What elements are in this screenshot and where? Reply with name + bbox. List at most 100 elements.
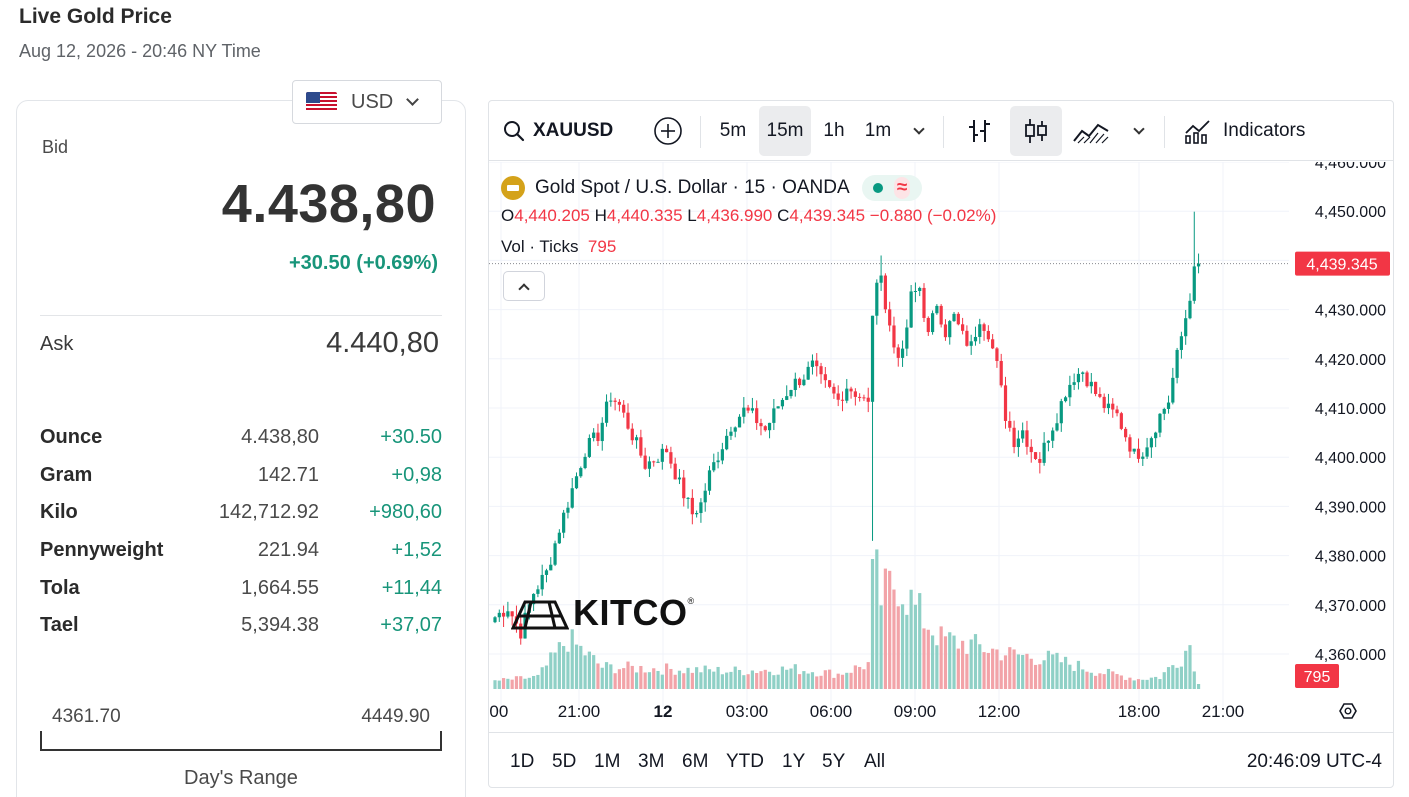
- collapse-legend-button[interactable]: [503, 271, 545, 301]
- compare-button[interactable]: [651, 101, 685, 161]
- volume-bar: [772, 675, 776, 689]
- volume-bar: [604, 662, 609, 689]
- price-tick-label: 4,410.000: [1315, 401, 1386, 418]
- market-status-pill[interactable]: ≈: [861, 175, 922, 201]
- interval-15m[interactable]: 15m: [759, 106, 811, 156]
- range-6m[interactable]: 6M: [682, 751, 709, 772]
- volume-bar: [1136, 679, 1141, 689]
- symbol-search[interactable]: XAUUSD: [503, 101, 613, 161]
- candle-body: [862, 397, 866, 399]
- candle-body: [695, 513, 699, 515]
- candles-button[interactable]: [1010, 106, 1062, 156]
- candle-body: [725, 435, 729, 450]
- candle-body: [639, 437, 643, 456]
- bar-chart-button[interactable]: [963, 101, 997, 161]
- candle-body: [883, 275, 887, 310]
- range-5y[interactable]: 5Y: [822, 751, 846, 772]
- volume-bar: [497, 680, 501, 689]
- gold-coin-icon: [501, 176, 525, 200]
- candle-body: [682, 477, 686, 499]
- ohlc-open: 4,440.205: [514, 206, 590, 225]
- currency-label: USD: [351, 90, 394, 113]
- range-5d[interactable]: 5D: [552, 751, 577, 772]
- chart-clock[interactable]: 20:46:09 UTC-4: [1246, 751, 1382, 772]
- unit-name: Tola: [40, 576, 80, 599]
- volume-bar: [1051, 654, 1055, 689]
- volume-bar: [1029, 658, 1033, 689]
- candle-body: [544, 570, 549, 575]
- candlestick-icon: [1025, 119, 1047, 143]
- unit-price-table: Ounce 4.438,80 +30.50 Gram 142.71 +0,98 …: [40, 420, 442, 646]
- candle-body: [797, 378, 802, 386]
- candle-body: [1158, 413, 1162, 433]
- candle-body: [600, 422, 604, 442]
- range-3m[interactable]: 3M: [638, 751, 665, 772]
- volume-bar: [1072, 670, 1076, 689]
- ask-label: Ask: [40, 333, 74, 355]
- chart-type-dropdown[interactable]: [1127, 101, 1151, 161]
- volume-bar: [836, 673, 840, 689]
- interval-dropdown[interactable]: [907, 101, 931, 161]
- candle-body: [785, 396, 789, 400]
- area-chart-button[interactable]: [1071, 101, 1111, 161]
- volume-bar: [1098, 673, 1102, 689]
- candle-body: [583, 456, 587, 469]
- candle-body: [969, 341, 973, 346]
- volume-bar: [1055, 652, 1059, 689]
- candle-body: [677, 477, 682, 480]
- interval-1m[interactable]: 1m: [864, 120, 892, 141]
- toolbar-divider: [943, 116, 944, 148]
- volume-bar: [858, 666, 862, 689]
- volume-bar: [802, 671, 806, 689]
- candle-body: [1012, 427, 1016, 448]
- range-1m[interactable]: 1M: [594, 751, 621, 772]
- indicators-button[interactable]: Indicators: [1183, 101, 1305, 161]
- range-1y[interactable]: 1Y: [782, 751, 806, 772]
- unit-name: Tael: [40, 614, 79, 637]
- range-ytd[interactable]: YTD: [726, 751, 764, 772]
- unit-change: +30.50: [380, 426, 442, 448]
- candle-body: [660, 448, 664, 462]
- volume-bar: [729, 671, 733, 689]
- candle-body: [853, 391, 857, 397]
- chart-widget: XAUUSD 5m 15m 1h 1m: [488, 100, 1394, 788]
- volume-bar: [879, 605, 883, 689]
- volume-bar: [973, 634, 978, 689]
- candle-body: [1098, 394, 1102, 397]
- candle-body: [587, 437, 591, 457]
- volume-bar: [626, 661, 630, 689]
- range-1d[interactable]: 1D: [510, 751, 535, 772]
- volume-bar: [840, 674, 845, 689]
- days-range-high: 4449.90: [361, 706, 430, 727]
- candle-body: [1111, 403, 1115, 410]
- volume-bar: [1162, 672, 1166, 689]
- candle-body: [879, 275, 883, 283]
- scale-settings-icon[interactable]: [1339, 703, 1357, 719]
- candle-body: [673, 463, 677, 480]
- bid-price: 4.438,80: [221, 174, 436, 234]
- time-tick-label: 09:00: [894, 702, 937, 721]
- currency-selector[interactable]: USD: [292, 80, 442, 124]
- candle-body: [870, 315, 875, 402]
- volume-bar: [828, 669, 832, 689]
- candle-body: [609, 400, 613, 402]
- unit-price: 4.438,80: [241, 426, 319, 448]
- candle-body: [913, 291, 918, 293]
- candle-body: [810, 360, 815, 367]
- candle-body: [566, 507, 570, 513]
- volume-bar: [1089, 672, 1093, 689]
- range-all[interactable]: All: [864, 751, 886, 772]
- price-chart[interactable]: 4,460.000 4,450.000 4,430.000 4,420.000 4,41…: [489, 162, 1394, 782]
- candle-body: [999, 360, 1003, 386]
- ask-price: 4.440,80: [326, 327, 439, 359]
- volume-bar: [540, 667, 544, 689]
- interval-5m[interactable]: 5m: [719, 120, 747, 141]
- interval-1h[interactable]: 1h: [823, 120, 845, 141]
- divider: [40, 315, 442, 316]
- candle-body: [742, 407, 746, 417]
- candle-body: [900, 348, 905, 358]
- candle-body: [888, 309, 892, 326]
- candle-body: [746, 407, 750, 411]
- volume-bar: [527, 677, 531, 689]
